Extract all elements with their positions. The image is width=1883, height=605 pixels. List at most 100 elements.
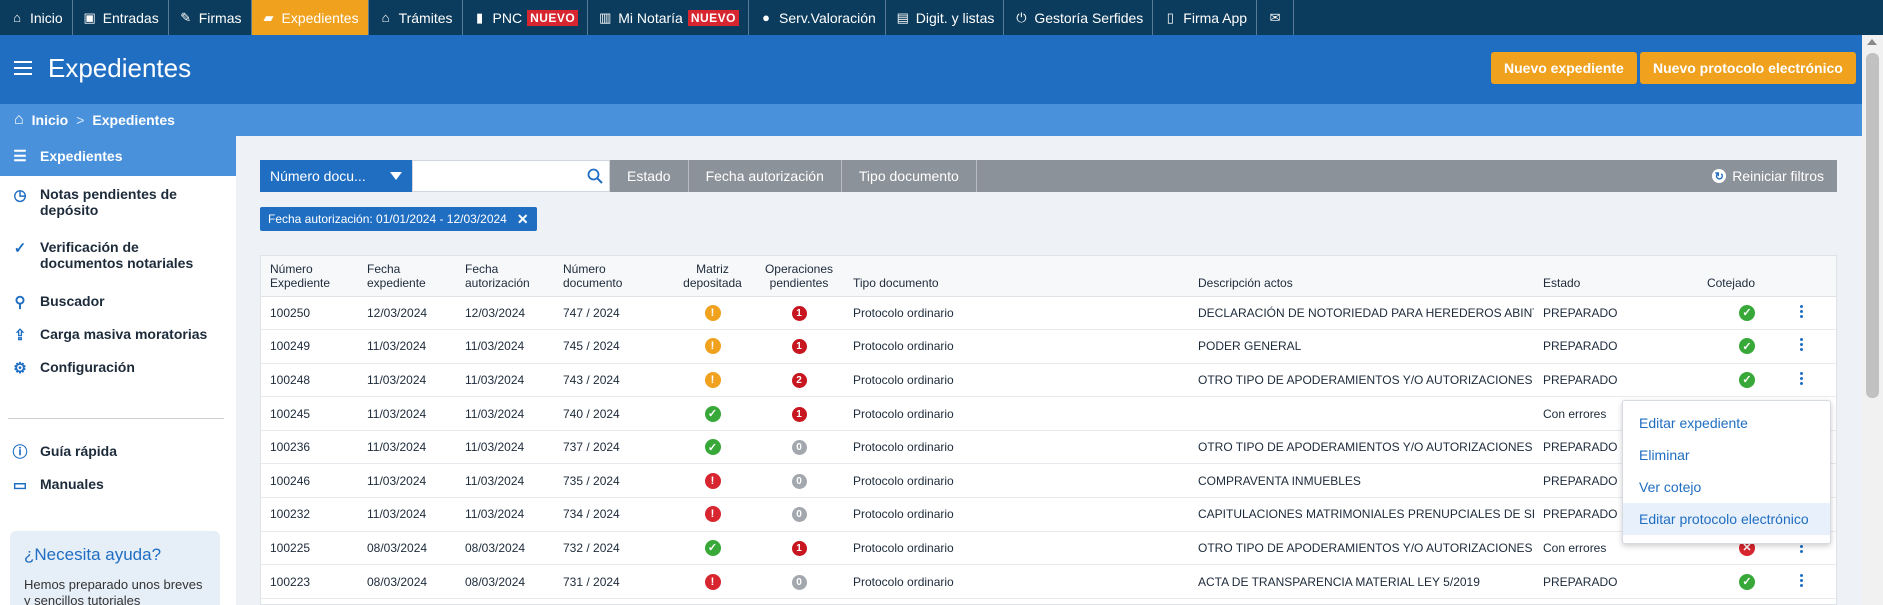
- nav-item-entradas[interactable]: ▣ Entradas: [73, 0, 169, 35]
- sidebar-item-verificacion-de-documentos-notariales[interactable]: ✓ Verificación de documentos notariales: [0, 239, 236, 271]
- cell-fecha-autorizacion: 11/03/2024: [456, 396, 554, 431]
- column-header-tipo-documento[interactable]: Tipo documento: [844, 256, 1189, 297]
- table-row[interactable]: 100225 08/03/2024 08/03/2024 732 / 2024 ✓ 1 Pr…: [261, 531, 1836, 566]
- sidebar-item-guia-rapida[interactable]: ⓘ Guía rápida: [0, 443, 236, 463]
- column-header-descripcion-actos[interactable]: Descripción actos: [1189, 256, 1534, 297]
- cell-fecha-expediente: 11/03/2024: [358, 497, 456, 532]
- sidebar-item-carga-masiva-moratorias[interactable]: ⇪ Carga masiva moratorias: [0, 326, 236, 346]
- sidebar-item-notas-pendientes-de-deposito[interactable]: ◷ Notas pendientes de depósito: [0, 186, 236, 218]
- sidebar-item-configuracion[interactable]: ⚙ Configuración: [0, 359, 236, 379]
- filter-tab-fecha-autorizacion[interactable]: Fecha autorización: [689, 160, 842, 192]
- kebab-menu-icon[interactable]: [1794, 370, 1808, 387]
- globe-icon: ●: [762, 10, 770, 25]
- kebab-menu-icon[interactable]: [1794, 572, 1808, 589]
- page-scrollbar[interactable]: [1862, 35, 1883, 605]
- scroll-up-icon[interactable]: [1867, 39, 1877, 45]
- table-row[interactable]: 100250 12/03/2024 12/03/2024 747 / 2024! 1 Pr…: [261, 296, 1836, 331]
- breadcrumb-home[interactable]: Inicio: [31, 112, 69, 128]
- menu-item-editar-protocolo-electronico[interactable]: Editar protocolo electrónico: [1623, 503, 1830, 535]
- table-row[interactable]: 100223 08/03/2024 08/03/2024 731 / 2024! 0 Pr…: [261, 564, 1836, 599]
- nav-item-expedientes[interactable]: ▰ Expedientes: [251, 0, 369, 35]
- info-icon: ⓘ: [12, 444, 28, 461]
- table-row[interactable]: 100249 11/03/2024 11/03/2024 745 / 2024! 1 Pr…: [261, 329, 1836, 364]
- cell-descripcion-actos: ACTA DE TRANSPARENCIA MATERIAL LEY 5/201…: [1189, 564, 1534, 599]
- search-field[interactable]: [412, 160, 610, 192]
- column-header-numero-documento[interactable]: Número documento: [554, 256, 671, 297]
- nav-item-firmas[interactable]: ✎ Firmas: [169, 0, 252, 35]
- cell-operaciones-pendientes: 1: [754, 531, 844, 566]
- reset-filters-button[interactable]: ↻ Reiniciar filtros: [1712, 160, 1837, 192]
- nav-item-mi-notaria[interactable]: ▥ Mi Notaría NUEVO: [588, 0, 750, 35]
- kebab-menu-icon[interactable]: [1794, 336, 1808, 353]
- inbox-icon: ▣: [83, 9, 96, 25]
- cell-tipo-documento: Protocolo ordinario: [844, 296, 1189, 331]
- cell-numero-expediente: 100250: [261, 296, 358, 331]
- cell-actions: [1764, 564, 1836, 599]
- nav-item-pnc[interactable]: ▮ PNC NUEVO: [463, 0, 589, 35]
- menu-item-editar-expediente[interactable]: Editar expediente: [1639, 415, 1748, 431]
- column-header-operaciones-pendientes[interactable]: Operaciones pendientes: [754, 256, 844, 297]
- cell-numero-documento: 734 / 2024: [554, 497, 671, 532]
- table-row[interactable]: 100248 11/03/2024 11/03/2024 743 / 2024! 2 Pr…: [261, 363, 1836, 398]
- table-row[interactable]: 100246 11/03/2024 11/03/2024 735 / 2024! 0 Pr…: [261, 463, 1836, 499]
- menu-item-eliminar[interactable]: Eliminar: [1639, 447, 1690, 463]
- document-number-select[interactable]: Número docu...: [260, 160, 412, 192]
- nav-item-label: Digit. y listas: [915, 9, 995, 26]
- gear-icon: ⚙: [13, 360, 27, 377]
- nav-item-tramites[interactable]: ⌂ Trámites: [369, 0, 463, 35]
- sidebar-item-expedientes[interactable]: ☰ Expedientes: [0, 136, 236, 176]
- nav-item-gestoria-serfides[interactable]: ⏻ Gestoría Serfides: [1004, 0, 1154, 35]
- nav-item-digit-y-listas[interactable]: ▤ Digit. y listas: [886, 0, 1005, 35]
- home-icon[interactable]: ⌂: [14, 111, 24, 128]
- column-header-estado[interactable]: Estado: [1534, 256, 1684, 297]
- nav-item-mail[interactable]: ✉: [1257, 0, 1295, 35]
- kebab-menu-icon[interactable]: [1794, 303, 1808, 320]
- table-row[interactable]: 100245 11/03/2024 11/03/2024 740 / 2024 ✓ 1 Pr…: [261, 396, 1836, 431]
- column-header-fecha-autorizacion[interactable]: Fecha autorización: [456, 256, 554, 297]
- bank-icon: ⌂: [381, 10, 390, 25]
- search-icon[interactable]: [587, 168, 603, 184]
- page-title: Expedientes: [48, 53, 192, 83]
- filter-tab-estado[interactable]: Estado: [610, 160, 689, 192]
- cell-cotejado: ✓: [1684, 329, 1764, 364]
- new-protocolo-button[interactable]: Nuevo protocolo electrónico: [1640, 52, 1856, 84]
- nav-item-firma-app[interactable]: ▯ Firma App: [1153, 0, 1258, 35]
- table-row[interactable]: 100232 11/03/2024 11/03/2024 734 / 2024! 0 Pr…: [261, 497, 1836, 532]
- cell-operaciones-pendientes: 2: [754, 363, 844, 398]
- nav-item-inicio[interactable]: ⌂ Inicio: [0, 0, 73, 35]
- new-badge: NUEVO: [527, 9, 579, 26]
- power-icon: ⏻: [1016, 9, 1027, 25]
- new-expediente-button[interactable]: Nuevo expediente: [1491, 52, 1637, 84]
- close-icon[interactable]: ✕: [516, 210, 529, 227]
- nav-item-serv-valoracion[interactable]: ● Serv.Valoración: [749, 0, 886, 35]
- sidebar-item-buscador[interactable]: ⚲ Buscador: [0, 293, 236, 313]
- cell-tipo-documento: Protocolo ordinario: [844, 430, 1189, 465]
- book-icon: ▮: [475, 9, 484, 25]
- help-text: Hemos preparado unos breves y sencillos …: [24, 577, 203, 605]
- pending-ops-badge: 0: [791, 574, 807, 590]
- cell-descripcion-actos: COMPRAVENTA INMUEBLES: [1189, 463, 1534, 499]
- cell-numero-documento: 732 / 2024: [554, 531, 671, 566]
- cell-numero-documento: 747 / 2024: [554, 296, 671, 331]
- cell-tipo-documento: Protocolo ordinario: [844, 531, 1189, 566]
- column-header-fecha-expediente[interactable]: Fecha expediente: [358, 256, 456, 297]
- column-header-cotejado[interactable]: Cotejado: [1684, 256, 1764, 297]
- table-row[interactable]: 100236 11/03/2024 11/03/2024 737 / 2024 ✓ 0 Pr…: [261, 430, 1836, 465]
- cell-operaciones-pendientes: 0: [754, 463, 844, 499]
- menu-item-ver-cotejo[interactable]: Ver cotejo: [1639, 479, 1702, 495]
- column-header-matriz-depositada[interactable]: Matriz depositada: [671, 256, 754, 297]
- hamburger-menu-icon[interactable]: [14, 61, 32, 75]
- sidebar-item-manuales[interactable]: ▭ Manuales: [0, 476, 236, 496]
- nav-item-label: Entradas: [102, 9, 159, 26]
- sidebar: ¿Necesita ayuda? Hemos preparado unos br…: [0, 136, 236, 605]
- search-input[interactable]: [413, 161, 609, 191]
- cell-fecha-autorizacion: 12/03/2024: [456, 296, 554, 331]
- sidebar-item-label: Verificación de documentos notariales: [40, 239, 194, 271]
- cell-matriz-depositada: !: [671, 296, 754, 331]
- column-header-numero-expediente[interactable]: Número Expediente: [261, 256, 358, 297]
- cell-operaciones-pendientes: 0: [754, 430, 844, 465]
- filter-tab-tipo-documento[interactable]: Tipo documento: [842, 160, 977, 192]
- cell-fecha-autorizacion: 11/03/2024: [456, 363, 554, 398]
- scrollbar-thumb[interactable]: [1866, 53, 1879, 398]
- cell-matriz-depositada: !: [671, 564, 754, 599]
